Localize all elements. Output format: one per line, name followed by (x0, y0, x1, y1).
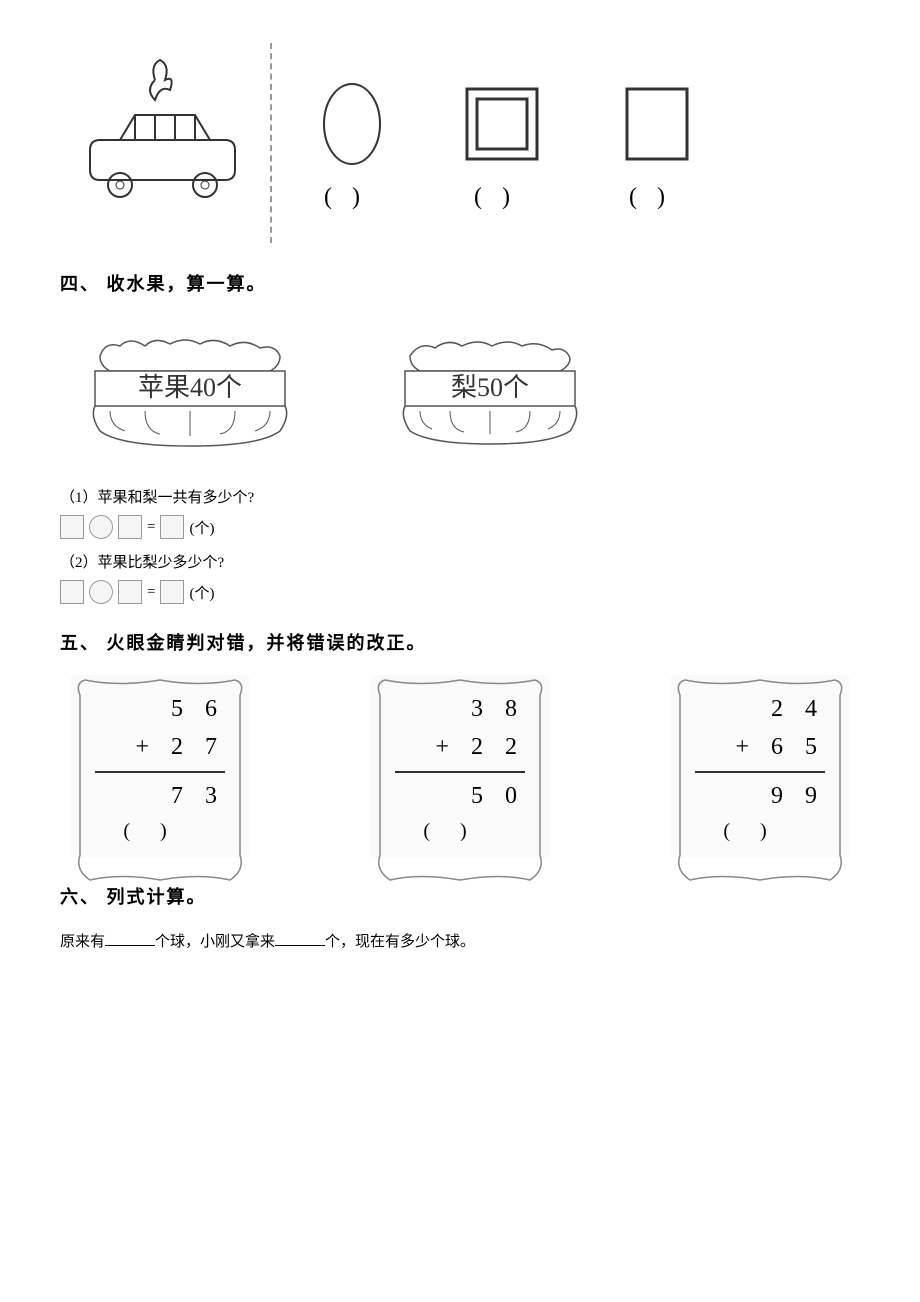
q2-operator[interactable] (89, 580, 113, 604)
calc2-divider (395, 771, 525, 773)
calc3-answer-blank[interactable]: () (695, 820, 825, 843)
unit-label: (个) (189, 517, 214, 538)
q2-result[interactable] (160, 580, 184, 604)
calc2-result: 5 0 (395, 777, 525, 815)
oval-answer-blank[interactable]: () (324, 184, 380, 211)
section6-title: 六、 列式计算。 (60, 883, 860, 909)
calc3-divider (695, 771, 825, 773)
equation-q2: = (个) (60, 580, 860, 604)
square-answer-blank[interactable]: () (629, 184, 685, 211)
calc1-answer-blank[interactable]: () (95, 820, 225, 843)
section4-title: 四、 收水果，算一算。 (60, 270, 860, 296)
calc-problems-row: 5 6 + 2 7 7 3 () 3 8 + 2 2 5 0 () 2 4 + … (60, 675, 860, 858)
calc3-top: 2 4 (695, 690, 825, 728)
unit-label: (个) (189, 582, 214, 603)
blank-2[interactable] (275, 930, 325, 946)
calc-card-1: 5 6 + 2 7 7 3 () (70, 675, 250, 858)
calc2-answer-blank[interactable]: () (395, 820, 525, 843)
text-pre: 原来有 (60, 934, 105, 950)
section6-body: 原来有 个球，小刚又拿来 个，现在有多少个球。 (60, 929, 860, 956)
shapes-row: () () () (60, 40, 860, 245)
equals-sign: = (147, 519, 155, 536)
calc1-result: 7 3 (95, 777, 225, 815)
q1-result[interactable] (160, 515, 184, 539)
section4-q2: （2）苹果比梨少多少个? (60, 551, 860, 572)
q2-operand2[interactable] (118, 580, 142, 604)
section4-q1: （1）苹果和梨一共有多少个? (60, 486, 860, 507)
square-shape-box: () (612, 74, 702, 211)
oval-shape-box: () (312, 74, 392, 211)
text-post: 个，现在有多少个球。 (325, 934, 475, 950)
fruit-baskets-row: 苹果40个 梨50个 (60, 316, 860, 471)
calc3-result: 9 9 (695, 777, 825, 815)
equals-sign: = (147, 584, 155, 601)
calc-card-2: 3 8 + 2 2 5 0 () (370, 675, 550, 858)
calc2-bottom: + 2 2 (395, 728, 525, 766)
section5-title: 五、 火眼金睛判对错，并将错误的改正。 (60, 629, 860, 655)
apple-basket: 苹果40个 (60, 316, 320, 471)
calc2-top: 3 8 (395, 690, 525, 728)
calc3-bottom: + 6 5 (695, 728, 825, 766)
q1-operator[interactable] (89, 515, 113, 539)
q2-operand1[interactable] (60, 580, 84, 604)
vertical-divider (270, 43, 272, 243)
apple-label-text: 苹果40个 (138, 373, 242, 402)
q1-operand2[interactable] (118, 515, 142, 539)
blank-1[interactable] (105, 930, 155, 946)
pear-basket: 梨50个 (370, 316, 610, 471)
calc-card-3: 2 4 + 6 5 9 9 () (670, 675, 850, 858)
calc1-divider (95, 771, 225, 773)
equation-q1: = (个) (60, 515, 860, 539)
car-drawing (60, 40, 260, 245)
q1-operand1[interactable] (60, 515, 84, 539)
calc1-bottom: + 2 7 (95, 728, 225, 766)
double-square-answer-blank[interactable]: () (474, 184, 530, 211)
text-mid: 个球，小刚又拿来 (155, 934, 275, 950)
pear-label-text: 梨50个 (451, 373, 529, 402)
double-square-box: () (452, 74, 552, 211)
calc1-top: 5 6 (95, 690, 225, 728)
